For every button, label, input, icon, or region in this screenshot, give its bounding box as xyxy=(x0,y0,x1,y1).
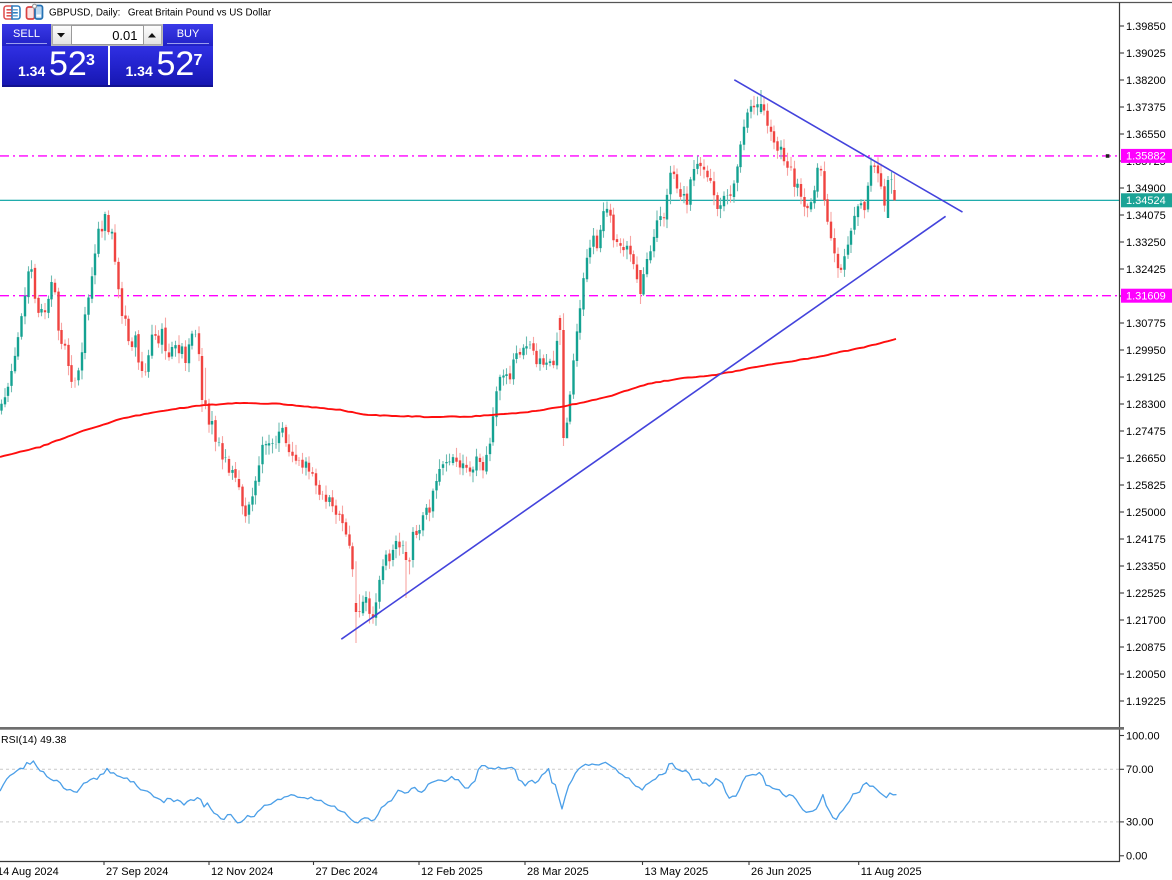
svg-text:1.34524: 1.34524 xyxy=(1126,195,1166,207)
svg-text:1.23350: 1.23350 xyxy=(1126,561,1166,573)
svg-text:26 Jun 2025: 26 Jun 2025 xyxy=(751,866,812,878)
svg-text:1.34075: 1.34075 xyxy=(1126,210,1166,222)
svg-text:1.20050: 1.20050 xyxy=(1126,669,1166,681)
svg-text:1.29125: 1.29125 xyxy=(1126,372,1166,384)
svg-text:1.31609: 1.31609 xyxy=(1126,291,1166,303)
svg-text:1.19225: 1.19225 xyxy=(1126,696,1166,708)
svg-text:100.00: 100.00 xyxy=(1126,730,1160,742)
svg-text:11 Aug 2025: 11 Aug 2025 xyxy=(861,866,922,878)
svg-text:27 Dec 2024: 27 Dec 2024 xyxy=(316,866,378,878)
svg-text:30.00: 30.00 xyxy=(1126,817,1154,829)
svg-text:1.27475: 1.27475 xyxy=(1126,426,1166,438)
svg-text:1.37375: 1.37375 xyxy=(1126,102,1166,114)
svg-text:1.28300: 1.28300 xyxy=(1126,399,1166,411)
svg-text:1.25000: 1.25000 xyxy=(1126,507,1166,519)
svg-text:1.39025: 1.39025 xyxy=(1126,48,1166,60)
svg-text:1.26650: 1.26650 xyxy=(1126,453,1166,465)
svg-text:1.34900: 1.34900 xyxy=(1126,183,1166,195)
svg-text:1.21700: 1.21700 xyxy=(1126,615,1166,627)
svg-text:1.25825: 1.25825 xyxy=(1126,480,1166,492)
svg-text:1.29950: 1.29950 xyxy=(1126,345,1166,357)
svg-text:1.22525: 1.22525 xyxy=(1126,588,1166,600)
svg-text:27 Sep 2024: 27 Sep 2024 xyxy=(106,866,168,878)
svg-text:1.39850: 1.39850 xyxy=(1126,21,1166,33)
svg-text:14 Aug 2024: 14 Aug 2024 xyxy=(0,866,59,878)
svg-text:70.00: 70.00 xyxy=(1126,764,1154,776)
svg-text:1.30775: 1.30775 xyxy=(1126,318,1166,330)
svg-text:12 Nov 2024: 12 Nov 2024 xyxy=(211,866,273,878)
svg-text:1.38200: 1.38200 xyxy=(1126,75,1166,87)
svg-text:1.35882: 1.35882 xyxy=(1126,151,1166,163)
svg-text:1.24175: 1.24175 xyxy=(1126,534,1166,546)
svg-text:28 Mar 2025: 28 Mar 2025 xyxy=(527,866,589,878)
svg-text:12 Feb 2025: 12 Feb 2025 xyxy=(421,866,483,878)
svg-text:1.36550: 1.36550 xyxy=(1126,129,1166,141)
svg-text:1.33250: 1.33250 xyxy=(1126,237,1166,249)
svg-text:RSI(14) 49.38: RSI(14) 49.38 xyxy=(1,734,67,746)
svg-text:1.20875: 1.20875 xyxy=(1126,642,1166,654)
svg-text:0.00: 0.00 xyxy=(1126,851,1147,863)
svg-text:1.32425: 1.32425 xyxy=(1126,264,1166,276)
svg-text:13 May 2025: 13 May 2025 xyxy=(645,866,709,878)
svg-text:GBPUSD, Daily: Great Britain: GBPUSD, Daily: Great Britain Pound vs US… xyxy=(49,8,272,19)
